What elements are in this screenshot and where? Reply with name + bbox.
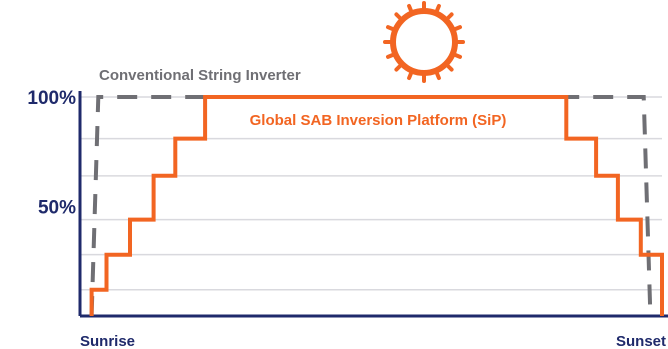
sun-ray xyxy=(435,71,441,80)
sun-ray xyxy=(386,53,395,59)
series-label-conventional-string-inverter: Conventional String Inverter xyxy=(99,67,301,84)
sun-ray xyxy=(386,25,395,31)
series-label-global-sab-inversion-platform: Global SAB Inversion Platform (SiP) xyxy=(250,112,507,129)
sun-ray xyxy=(407,71,413,80)
sun-ray xyxy=(407,4,413,13)
sun-ray xyxy=(394,64,402,72)
y-tick-label-50: 50% xyxy=(38,198,76,219)
sun-ray xyxy=(453,53,462,59)
sun-ray xyxy=(453,25,462,31)
sun-ray xyxy=(435,4,441,13)
sun-disc xyxy=(390,8,458,76)
sun-ray xyxy=(446,64,454,72)
sun-ray xyxy=(394,12,402,20)
series-line-global-sab-inversion-platform xyxy=(89,95,664,316)
sun-icon xyxy=(383,1,465,83)
sun-ray xyxy=(446,12,454,20)
x-tick-label-sunset: Sunset xyxy=(616,333,666,349)
y-tick-label-100: 100% xyxy=(27,88,76,109)
x-tick-label-sunrise: Sunrise xyxy=(80,333,135,349)
